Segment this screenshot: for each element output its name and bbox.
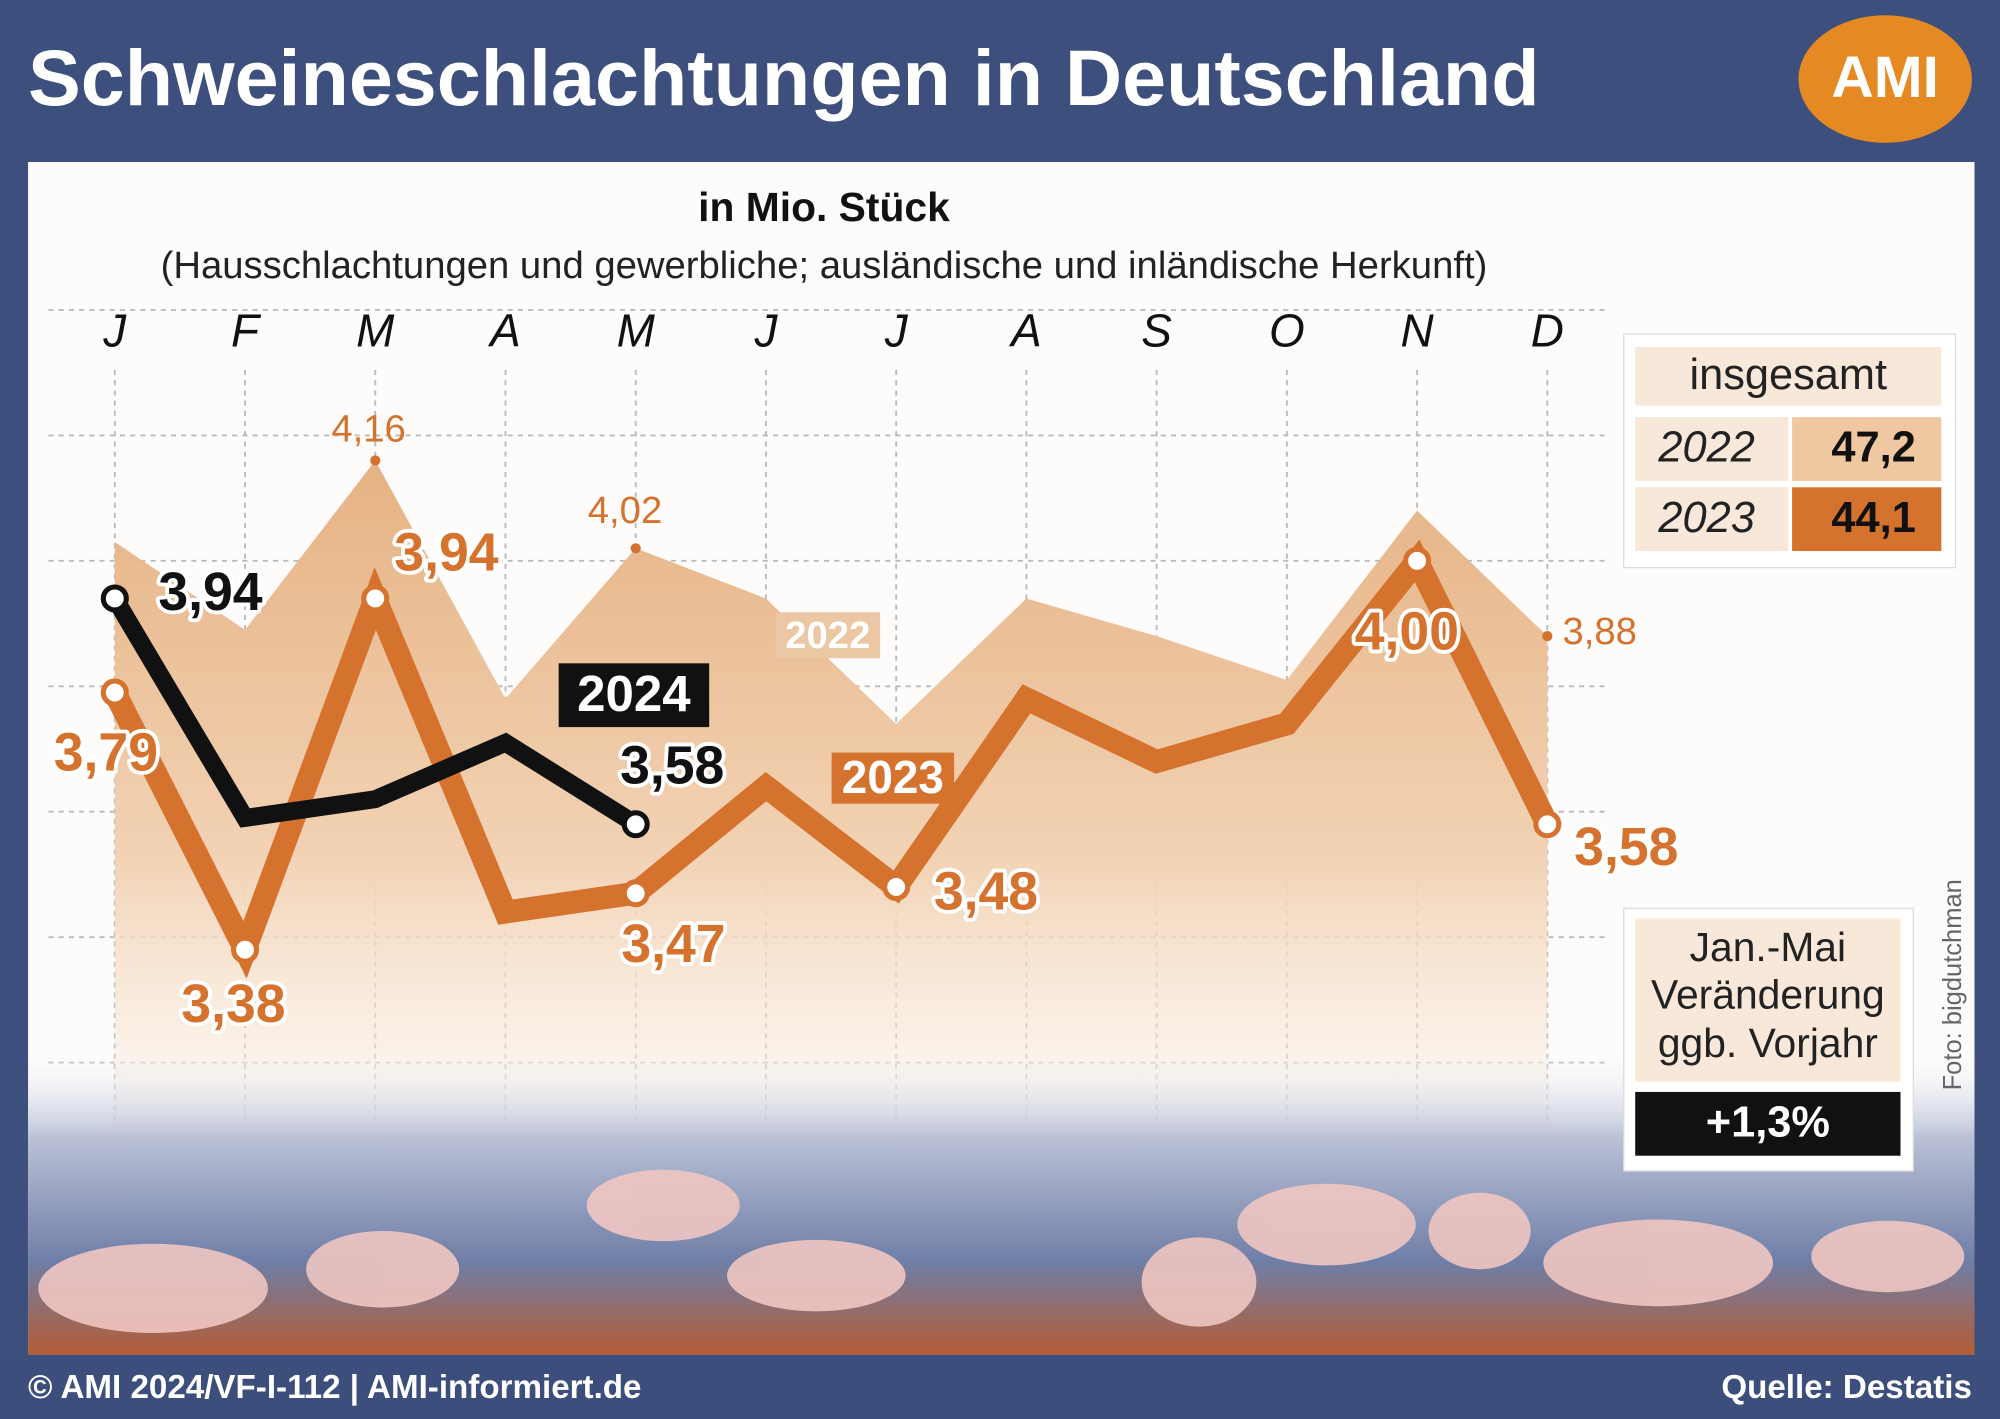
value-label: 3,58: [1574, 818, 1678, 877]
line-2024: [107, 593, 641, 832]
footer-bar: [0, 1354, 2000, 1419]
value-label: 3,79: [54, 724, 158, 783]
x-tick-label: N: [1401, 304, 1435, 356]
year: 2022: [1657, 424, 1754, 472]
footer-right: Quelle: Destatis: [1721, 1369, 1972, 1406]
totals-title: insgesamt: [1689, 351, 1887, 399]
point: [621, 810, 650, 839]
title: Schweineschlachtungen in Deutschland: [28, 33, 1539, 122]
photo-credit: Foto: bigdutchman: [1939, 879, 1967, 1090]
value-label: 3,47: [621, 915, 725, 974]
total: 47,2: [1831, 424, 1915, 472]
point: [621, 879, 650, 908]
totals-head: [1635, 346, 1942, 406]
point: [882, 872, 911, 902]
x-tick-label: J: [753, 304, 778, 356]
chart-title: in Mio. Stück: [698, 184, 950, 230]
point: [361, 584, 390, 613]
x-tick-label: J: [884, 304, 909, 356]
area-2022: [114, 460, 1548, 1129]
footer-left: © AMI 2024/VF-I-112 | AMI-informiert.de: [28, 1369, 641, 1406]
point: [230, 935, 260, 964]
change-text: Jan.-Mai: [1690, 924, 1846, 970]
x-tick-label: M: [356, 304, 395, 356]
series-label-bg: [775, 612, 881, 659]
value-label: 4,16: [331, 407, 405, 450]
x-tick-label: F: [231, 304, 262, 356]
legend-entry: 2024: [577, 665, 691, 722]
cell: [1792, 487, 1942, 552]
logo: AMI: [1831, 45, 1939, 110]
point: [1403, 546, 1432, 575]
change-text: ggb. Vorjahr: [1658, 1020, 1878, 1066]
point: [370, 455, 381, 466]
point: [1533, 810, 1562, 839]
value-label: 3,58: [620, 736, 724, 795]
value-label: 3,88: [1563, 610, 1637, 653]
photo-pigs: [38, 1169, 1965, 1334]
value-label: 3,94: [158, 563, 262, 622]
cell: [1792, 417, 1942, 481]
value-label: 3,48: [934, 863, 1038, 922]
cell: [1635, 417, 1789, 481]
series-label-bg: [558, 663, 710, 728]
x-tick-label: A: [487, 304, 521, 356]
plot: J F M A M J J A S O N D 2022 2023 2024: [48, 304, 1610, 1129]
logo-badge: [1798, 15, 1972, 143]
change-text: Veränderung: [1651, 971, 1885, 1017]
overlay: 4,16 4,02 3,88 3,79 3,38 3,94 3,47 3,48 4,00 3,58…: [50, 407, 1682, 1037]
change-value: +1,3%: [1706, 1099, 1830, 1147]
x-tick-label: A: [1008, 304, 1042, 356]
value-label: 4,00: [1355, 602, 1459, 661]
year: 2023: [1657, 494, 1754, 542]
x-tick-label: O: [1269, 304, 1305, 356]
point: [630, 543, 641, 554]
point: [100, 678, 129, 707]
total: 44,1: [1831, 494, 1915, 542]
change-bar: [1635, 1091, 1901, 1156]
chart-subtitle: (Hausschlachtungen und gewerbliche; ausl…: [161, 244, 1488, 287]
legend-entry: 2023: [842, 751, 944, 803]
x-tick-label: S: [1141, 304, 1172, 356]
x-tick-label: M: [617, 304, 656, 356]
x-tick-label: D: [1531, 304, 1564, 356]
cell: [1635, 487, 1789, 552]
value-label: 3,94: [394, 523, 498, 582]
point: [100, 584, 129, 613]
line-2023: [104, 539, 1558, 979]
legend-entry: 2022: [785, 614, 870, 657]
point: [1542, 631, 1553, 642]
value-label: 4,02: [588, 489, 662, 532]
series-label-bg: [831, 752, 955, 804]
value-label: 3,38: [181, 975, 285, 1034]
x-tick-label: J: [102, 304, 127, 356]
change-head: [1635, 918, 1901, 1082]
